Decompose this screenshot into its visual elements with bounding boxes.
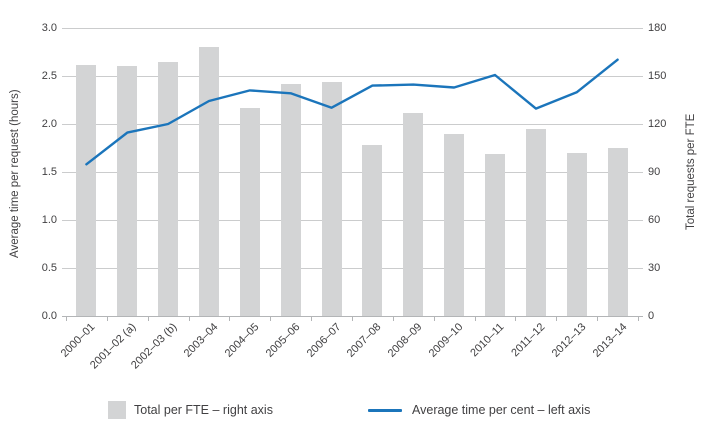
- x-axis-label: 2000–01: [59, 321, 98, 360]
- y-axis-tick-label-left: 2.5: [41, 70, 57, 82]
- bar: [239, 108, 260, 316]
- x-axis-tick: [106, 316, 108, 321]
- line-series-path: [85, 58, 619, 166]
- y-axis-tick-label-left: 0.5: [41, 262, 57, 274]
- y-axis-tick-label-left: 3.0: [41, 22, 57, 34]
- y-axis-tick-label-right: 120: [648, 118, 667, 130]
- bar: [362, 144, 383, 316]
- legend-line-swatch: [368, 409, 402, 412]
- x-axis-tick: [433, 316, 435, 321]
- gridline: [62, 123, 643, 125]
- y-axis-tick-label-left: 1.5: [41, 166, 57, 178]
- bar: [525, 128, 546, 316]
- x-axis-tick: [392, 316, 394, 321]
- bar: [76, 64, 97, 316]
- gridline: [62, 267, 643, 269]
- x-axis-tick: [311, 316, 313, 321]
- bar: [199, 47, 219, 316]
- bar: [117, 66, 138, 316]
- y-axis-tick-label-left: 1.0: [41, 214, 57, 226]
- bar: [280, 84, 301, 316]
- bar: [403, 112, 424, 316]
- x-axis-tick: [556, 316, 558, 321]
- line-series: [85, 58, 619, 166]
- x-axis-tick: [147, 316, 149, 321]
- bar: [321, 82, 342, 316]
- x-axis-tick: [352, 316, 353, 321]
- bar: [485, 154, 505, 316]
- y-axis-tick-label-right: 150: [648, 70, 667, 82]
- legend-bar-swatch: [108, 401, 126, 419]
- y-axis-tick-label-right: 90: [648, 166, 661, 178]
- y-axis-tick-label-right: 30: [648, 262, 661, 274]
- x-axis-tick: [638, 316, 639, 321]
- legend-line-label: Average time per cent – left axis: [412, 403, 591, 417]
- gridline: [62, 27, 643, 29]
- bar: [444, 133, 465, 316]
- gridline: [62, 75, 643, 77]
- y-axis-tick-label-right: 60: [648, 214, 661, 226]
- x-axis-tick: [229, 316, 231, 321]
- x-axis-tick: [597, 316, 599, 321]
- y-axis-tick-label-left: 0.0: [41, 310, 57, 322]
- y-axis-tick-label-right: 0: [648, 310, 655, 322]
- x-axis-tick: [515, 316, 517, 321]
- x-axis-tick: [474, 316, 476, 321]
- x-axis-tick: [188, 316, 190, 321]
- gridline: [62, 219, 643, 221]
- y-axis-tick-label-left: 2.0: [41, 118, 57, 130]
- x-axis-label: 2006–07: [304, 321, 344, 360]
- gridline: [62, 171, 643, 173]
- x-axis-tick: [66, 316, 67, 321]
- x-axis-tick: [270, 316, 272, 321]
- bar: [607, 148, 628, 316]
- bar: [566, 152, 587, 316]
- x-axis-label: 2007–08: [345, 321, 384, 360]
- x-axis-label: 2013–14: [590, 321, 630, 360]
- legend-bar-label: Total per FTE – right axis: [134, 403, 273, 417]
- y-axis-tick-label-right: 180: [648, 22, 667, 34]
